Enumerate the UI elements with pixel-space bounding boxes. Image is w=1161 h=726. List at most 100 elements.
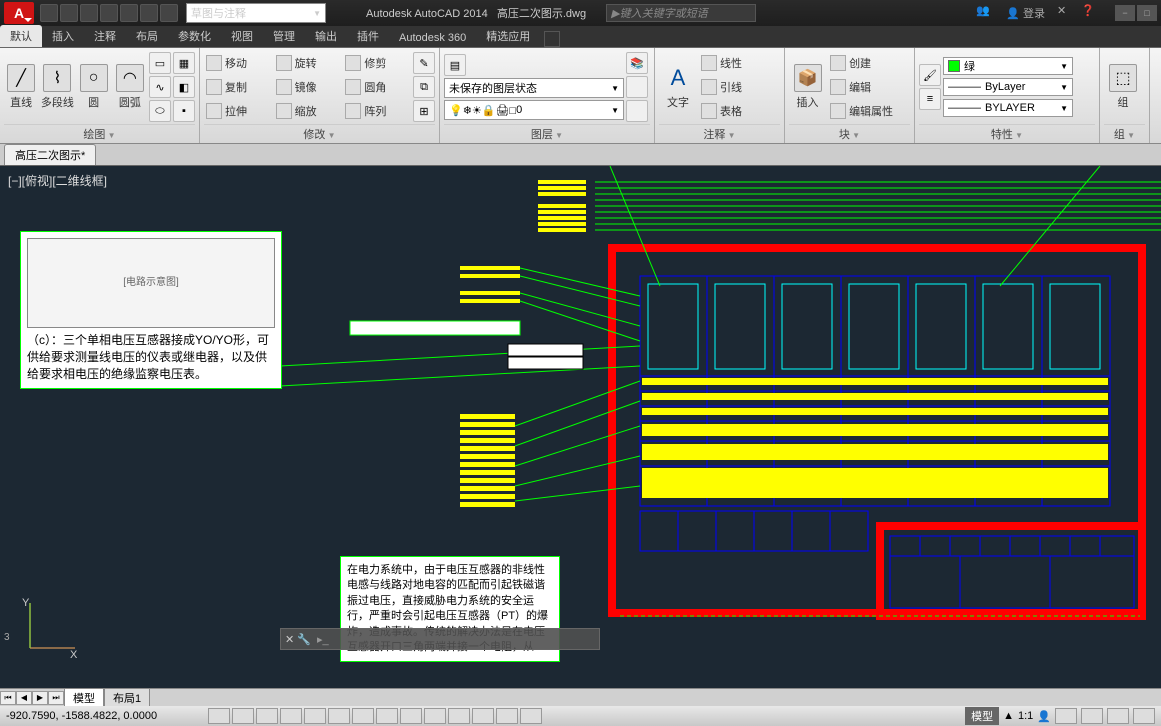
color-selector[interactable]: 绿 <box>943 57 1073 75</box>
model-tab[interactable]: 模型 <box>64 688 104 708</box>
exchange-icon[interactable]: ✕ <box>1057 4 1075 22</box>
layer-off-icon[interactable] <box>626 76 648 98</box>
layout1-tab[interactable]: 布局1 <box>104 688 150 708</box>
workspace-selector[interactable]: 草图与注释 <box>186 3 326 23</box>
annovisibility-icon[interactable]: 👤 <box>1037 710 1051 723</box>
layer-state-selector[interactable]: 未保存的图层状态 <box>444 78 624 98</box>
insert-button[interactable]: 📦插入 <box>789 50 826 124</box>
qat-saveas-icon[interactable] <box>100 4 118 22</box>
tab-nav-prev[interactable]: ◀ <box>16 691 32 705</box>
signin-button[interactable]: 👤 登录 <box>1000 5 1051 21</box>
cleanscreen-icon[interactable] <box>1133 708 1155 724</box>
panel-draw-title[interactable]: 绘图 <box>4 124 195 143</box>
tab-layout[interactable]: 布局 <box>126 25 168 47</box>
tab-nav-first[interactable]: ⏮ <box>0 691 16 705</box>
mirror-button[interactable]: 镜像 <box>274 76 342 98</box>
maximize-button[interactable]: □ <box>1137 5 1157 21</box>
hatch-icon[interactable]: ▦ <box>173 52 195 74</box>
minimize-button[interactable]: − <box>1115 5 1135 21</box>
infocenter-icon[interactable]: 👥 <box>976 4 994 22</box>
tab-annotate[interactable]: 注释 <box>84 25 126 47</box>
panel-group-title[interactable]: 组 <box>1104 124 1145 143</box>
tab-featured[interactable]: 精选应用 <box>476 25 540 47</box>
qat-save-icon[interactable] <box>80 4 98 22</box>
help-search-input[interactable]: ▶ 键入关键字或短语 <box>606 4 756 22</box>
otrack-toggle[interactable] <box>352 708 374 724</box>
ellipse-icon[interactable]: ⬭ <box>149 100 171 122</box>
leader-button[interactable]: 引线 <box>699 76 779 98</box>
tab-parametric[interactable]: 参数化 <box>168 25 221 47</box>
qat-redo-icon[interactable] <box>160 4 178 22</box>
isolate-icon[interactable] <box>1107 708 1129 724</box>
line-button[interactable]: ╱直线 <box>4 50 38 124</box>
erase-icon[interactable]: ✎ <box>413 52 435 74</box>
tab-manage[interactable]: 管理 <box>263 25 305 47</box>
stretch-button[interactable]: 拉伸 <box>204 100 272 122</box>
block-create-button[interactable]: 创建 <box>828 52 910 74</box>
sc-toggle[interactable] <box>496 708 518 724</box>
space-indicator[interactable]: 模型 <box>965 707 999 725</box>
ortho-toggle[interactable] <box>256 708 278 724</box>
table-button[interactable]: 表格 <box>699 100 779 122</box>
3dosnap-toggle[interactable] <box>328 708 350 724</box>
scale-button[interactable]: 缩放 <box>274 100 342 122</box>
text-button[interactable]: A文字 <box>659 50 697 124</box>
spline-icon[interactable]: ∿ <box>149 76 171 98</box>
arc-button[interactable]: ◠圆弧 <box>113 50 147 124</box>
polyline-button[interactable]: ⌇多段线 <box>40 50 74 124</box>
tab-insert[interactable]: 插入 <box>42 25 84 47</box>
am-toggle[interactable] <box>520 708 542 724</box>
annoscale-icon[interactable]: ▲ <box>1003 710 1014 722</box>
panel-layer-title[interactable]: 图层 <box>444 124 650 143</box>
help-icon[interactable]: ❓ <box>1081 4 1099 22</box>
list-icon[interactable]: ≡ <box>919 88 941 110</box>
hwaccel-icon[interactable] <box>1081 708 1103 724</box>
ducs-toggle[interactable] <box>376 708 398 724</box>
tab-output[interactable]: 输出 <box>305 25 347 47</box>
ws-switch-icon[interactable] <box>1055 708 1077 724</box>
panel-annot-title[interactable]: 注释 <box>659 124 780 143</box>
panel-modify-title[interactable]: 修改 <box>204 124 435 143</box>
osnap-toggle[interactable] <box>304 708 326 724</box>
command-line[interactable]: ✕ 🔧▸_ <box>280 628 600 650</box>
layer-match-icon[interactable] <box>626 100 648 122</box>
layer-props-icon[interactable]: ▤ <box>444 54 466 76</box>
group-button[interactable]: ⬚组 <box>1104 50 1142 124</box>
tab-nav-last[interactable]: ⏭ <box>48 691 64 705</box>
lwt-toggle[interactable] <box>424 708 446 724</box>
tab-nav-next[interactable]: ▶ <box>32 691 48 705</box>
qat-open-icon[interactable] <box>60 4 78 22</box>
move-button[interactable]: 移动 <box>204 52 272 74</box>
app-menu-button[interactable]: A <box>4 2 34 24</box>
layer-iso-icon[interactable]: 📚 <box>626 52 648 74</box>
linetype-selector[interactable]: ——— ByLayer <box>943 78 1073 96</box>
drawing-canvas[interactable]: [−][俯视][二维线框] <box>0 166 1161 688</box>
tab-plugins[interactable]: 插件 <box>347 25 389 47</box>
polar-toggle[interactable] <box>280 708 302 724</box>
copy-button[interactable]: 复制 <box>204 76 272 98</box>
document-tab[interactable]: 高压二次图示* <box>4 144 96 165</box>
block-edit-button[interactable]: 编辑 <box>828 76 910 98</box>
matchprop-icon[interactable]: 🖌 <box>919 64 941 86</box>
fillet-button[interactable]: 圆角 <box>343 76 411 98</box>
tab-extra-icon[interactable] <box>544 31 560 47</box>
block-editattr-button[interactable]: 编辑属性 <box>828 100 910 122</box>
qp-toggle[interactable] <box>472 708 494 724</box>
panel-props-title[interactable]: 特性 <box>919 124 1095 143</box>
rotate-button[interactable]: 旋转 <box>274 52 342 74</box>
offset-icon[interactable]: ⊞ <box>413 100 435 122</box>
tab-a360[interactable]: Autodesk 360 <box>389 29 476 47</box>
layer-selector[interactable]: 💡❄☀🔒🖨□ 0 <box>444 100 624 120</box>
dyn-toggle[interactable] <box>400 708 422 724</box>
region-icon[interactable]: ◧ <box>173 76 195 98</box>
tpy-toggle[interactable] <box>448 708 470 724</box>
scale-readout[interactable]: 1:1 <box>1018 710 1033 722</box>
panel-block-title[interactable]: 块 <box>789 124 910 143</box>
qat-undo-icon[interactable] <box>140 4 158 22</box>
tab-default[interactable]: 默认 <box>0 25 42 47</box>
tab-view[interactable]: 视图 <box>221 25 263 47</box>
dim-linear-button[interactable]: 线性 <box>699 52 779 74</box>
qat-new-icon[interactable] <box>40 4 58 22</box>
array-button[interactable]: 阵列 <box>343 100 411 122</box>
snap-toggle[interactable] <box>208 708 230 724</box>
